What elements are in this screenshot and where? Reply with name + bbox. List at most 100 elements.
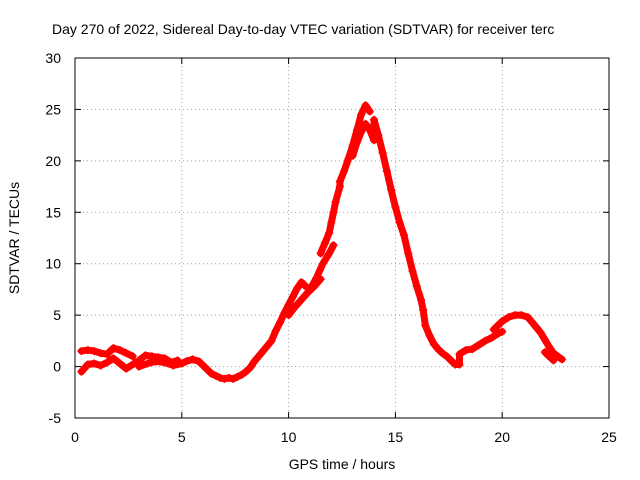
data-point [203,365,212,374]
data-point [553,352,562,361]
data-point [297,295,306,304]
data-point [241,367,250,376]
data-point [109,354,118,363]
data-point [301,282,310,291]
data-series-sdtvar [77,101,567,383]
data-point [540,335,549,344]
data-point [325,249,334,258]
x-tick-label: 5 [178,429,186,445]
data-point [504,313,513,322]
data-point [493,329,502,338]
data-point [487,333,496,342]
data-point [404,249,413,258]
data-point [329,241,338,250]
data-point [199,361,208,370]
data-point [425,331,434,340]
data-point [545,352,554,361]
y-tick-label: 30 [45,50,61,66]
data-point [160,358,169,367]
x-axis-label: GPS time / hours [289,456,396,472]
data-point [177,359,186,368]
x-tick-label: 20 [494,429,510,445]
data-point [536,328,545,337]
data-point [399,230,408,239]
x-tick-label: 25 [601,429,617,445]
data-point [335,177,344,186]
data-point [83,360,92,369]
data-point [481,336,490,345]
data-point [365,107,374,116]
data-point [90,347,99,356]
data-point [194,357,203,366]
data-point [517,311,526,320]
data-point [291,302,300,311]
data-point [340,167,349,176]
data-point [284,300,293,309]
y-tick-label: 10 [45,256,61,272]
tick-labels: 0 5 10 15 20 25 -5 0 5 10 15 20 25 30 [45,50,617,445]
y-tick-label: -5 [49,410,62,426]
data-point [348,141,357,150]
data-point [558,355,567,364]
data-point [446,356,455,365]
data-point [182,357,191,366]
data-point [344,154,353,163]
data-point [115,359,124,368]
data-point [135,362,144,371]
data-point [250,357,259,366]
data-point [246,363,255,372]
y-axis-label: SDTVAR / TECUs [6,182,22,294]
data-point [115,346,124,355]
data-point [318,259,327,268]
data-point [188,355,197,364]
data-point [173,356,182,365]
data-point [237,370,246,379]
data-point [169,361,178,370]
data-point [288,292,297,301]
data-point [316,275,325,284]
y-tick-label: 0 [53,359,61,375]
data-point [284,311,293,320]
data-point [352,138,361,147]
data-point [455,360,464,369]
data-point [141,351,150,360]
data-point [493,321,502,330]
data-point [258,347,267,356]
data-point [305,285,314,294]
data-point [276,318,285,327]
data-point [408,266,417,275]
data-point [417,295,426,304]
data-point [365,126,374,134]
x-tick-label: 0 [71,429,79,445]
data-point [263,342,272,350]
data-point [370,136,379,145]
data-point [455,350,464,359]
data-point [528,318,537,327]
data-point [461,346,470,355]
data-point [391,203,400,212]
data-point [348,151,357,160]
data-point [271,326,280,335]
data-point [152,357,161,366]
data-point [143,359,152,368]
data-point [109,344,118,353]
data-point [438,349,447,358]
data-point [122,364,131,373]
data-point [312,274,321,283]
data-point [378,148,387,157]
data-point [357,110,366,119]
data-point [549,356,558,365]
data-point [316,249,325,258]
data-point [327,218,336,227]
data-point [280,309,289,318]
data-point [320,239,329,248]
y-tick-label: 20 [45,153,61,169]
data-point [434,345,443,354]
data-point [96,349,105,358]
y-tick-label: 15 [45,204,61,220]
plot-frame [74,57,610,419]
data-point [254,352,263,361]
data-point [498,327,507,336]
y-tick-label: 5 [53,307,61,323]
